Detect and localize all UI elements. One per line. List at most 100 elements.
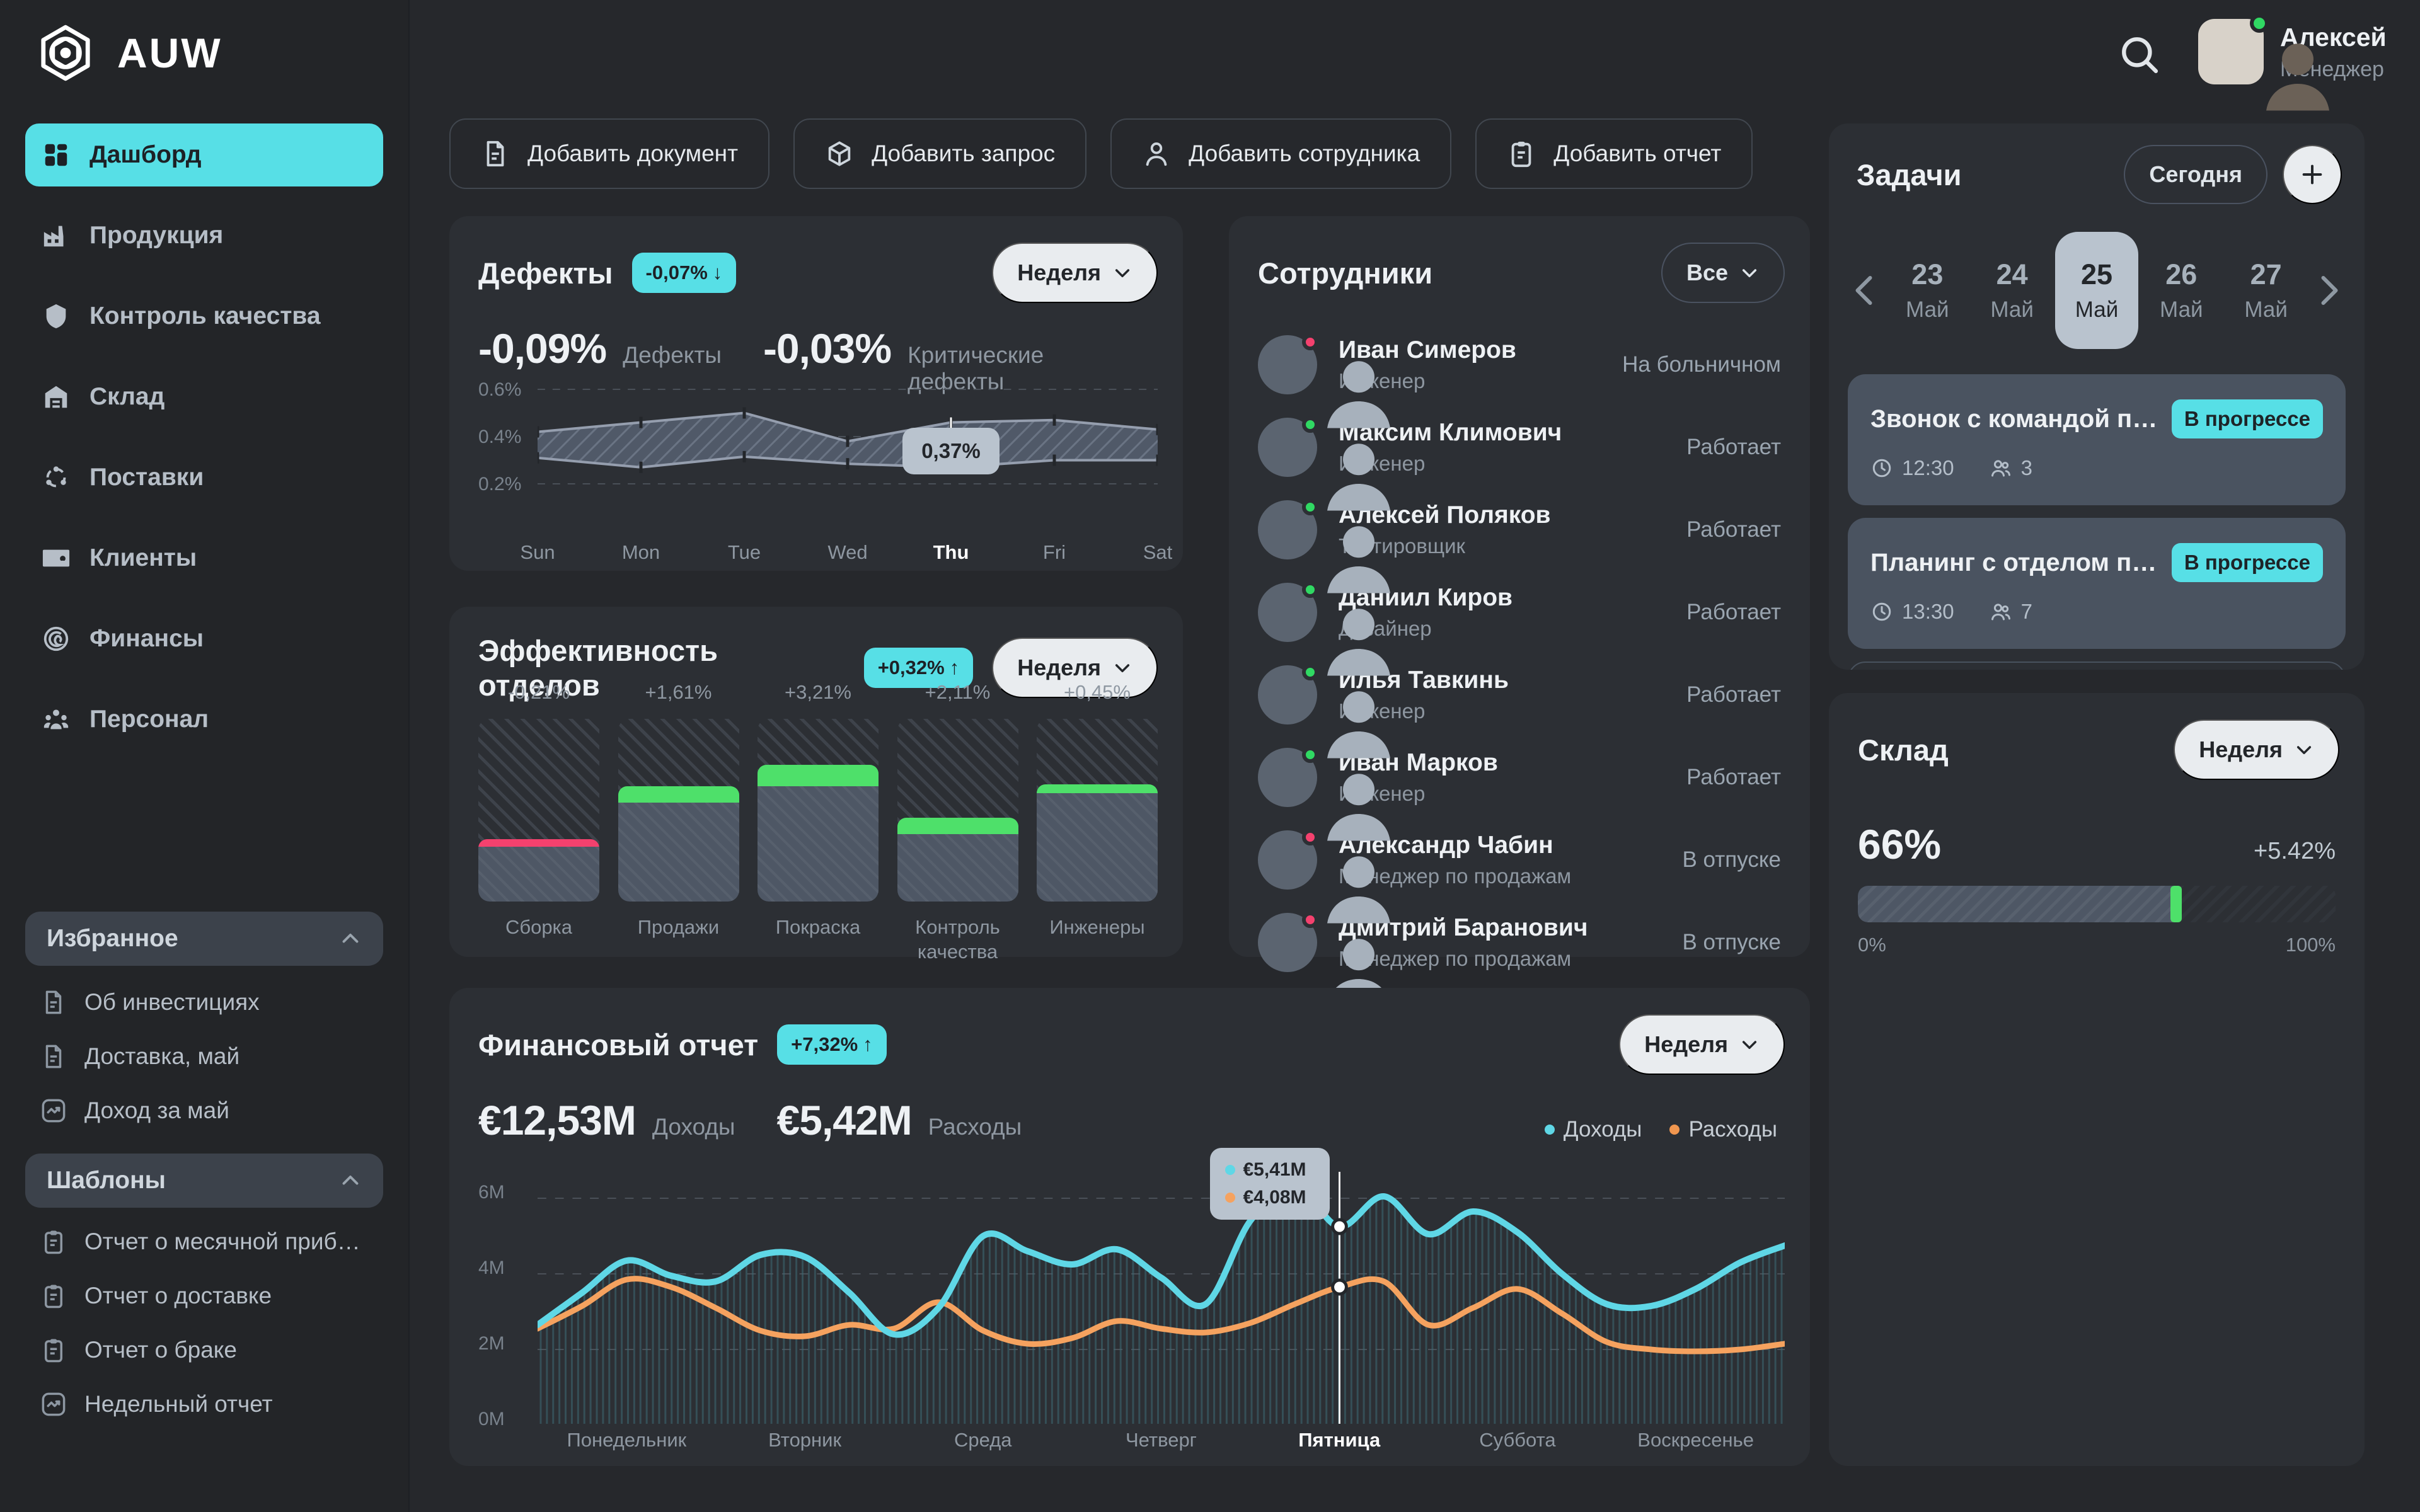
task-card-2[interactable]: Планинг с отделом про… В прогрессе 13:30 7 — [1848, 518, 2346, 649]
prev-dates-icon[interactable] — [1847, 272, 1884, 309]
search-icon[interactable] — [2115, 30, 2163, 78]
sidebar-doc-item[interactable]: Доставка, май — [0, 1029, 408, 1084]
bar-category-label: Продажи — [637, 916, 720, 938]
legend-item: Расходы — [1669, 1117, 1777, 1142]
employee-row[interactable]: Даниил Киров Дизайнер Работает — [1258, 571, 1781, 653]
grid-icon — [42, 140, 71, 169]
sidebar-doc-item[interactable]: Об инвестициях — [0, 975, 408, 1029]
status-dot — [1302, 416, 1318, 433]
action-button-3[interactable]: Добавить сотрудника — [1110, 118, 1452, 189]
employee-status: Работает — [1686, 517, 1781, 542]
sidebar-item-5[interactable]: Поставки — [25, 446, 383, 509]
bar-cap — [1037, 784, 1158, 794]
finance-card: Финансовый отчет +7,32% ↑ Неделя €12,53M … — [449, 988, 1810, 1466]
next-dates-icon[interactable] — [2309, 272, 2347, 309]
x-tick-label: Пятница — [1298, 1429, 1381, 1451]
defects-chart: 0.6% 0.4% 0.2% 0,37% — [478, 374, 1158, 531]
finance-period-select[interactable]: Неделя — [1619, 1014, 1785, 1075]
finance-chart: 6M 4M 2M 0M €5,41M €4,08M — [478, 1147, 1785, 1429]
employee-row[interactable]: Иван Марков Инженер Работает — [1258, 736, 1781, 818]
date-cell-23[interactable]: 23 Май — [1886, 243, 1969, 338]
sidebar-section-favorites[interactable]: Избранное — [25, 912, 383, 966]
employee-row[interactable]: Александр Чабин Менеджер по продажам В отп… — [1258, 818, 1781, 901]
bar-category-label: Сборка — [505, 916, 573, 938]
today-button[interactable]: Сегодня — [2124, 145, 2267, 204]
x-tick-label: Sun — [520, 541, 555, 563]
range-min: 0% — [1858, 934, 1886, 956]
tooltip-value: €5,41M — [1243, 1159, 1306, 1180]
defects-period-select[interactable]: Неделя — [992, 243, 1158, 303]
income-stat-value: €12,53M — [478, 1097, 637, 1143]
bar-track — [1037, 719, 1158, 902]
action-button-2[interactable]: Добавить запрос — [793, 118, 1087, 189]
people-icon — [42, 705, 71, 734]
bar-cap — [618, 786, 739, 803]
sidebar-item-label: Финансы — [89, 625, 204, 652]
employee-row[interactable]: Алексей Поляков Тестировщик Работает — [1258, 488, 1781, 571]
sidebar-item-7[interactable]: Финансы — [25, 607, 383, 670]
employee-status: Работает — [1686, 764, 1781, 789]
date-cell-27[interactable]: 27 Май — [2225, 243, 2308, 338]
doc-item-label: Об инвестициях — [84, 989, 260, 1015]
action-button-1[interactable]: Добавить документ — [449, 118, 770, 189]
date-cell-24[interactable]: 24 Май — [1971, 243, 2054, 338]
status-label: В прогрессе — [2184, 407, 2310, 430]
expenses-stat-value: €5,42M — [776, 1097, 913, 1143]
sidebar-item-2[interactable]: Продукция — [25, 204, 383, 267]
warehouse-period-select[interactable]: Неделя — [2174, 719, 2339, 780]
sidebar-item-label: Клиенты — [89, 544, 197, 571]
bar-track — [618, 719, 739, 902]
date-number: 27 — [2250, 258, 2282, 290]
trend-icon — [40, 1391, 67, 1418]
efficiency-bars: -0,21% Сборка +1,61% Продажи +3,21% Покраска +… — [478, 681, 1158, 966]
sidebar-item-6[interactable]: Клиенты — [25, 527, 383, 590]
sidebar-item-3[interactable]: Контроль качества — [25, 285, 383, 348]
bar-cap — [478, 839, 599, 847]
chevron-up-icon — [339, 1169, 362, 1192]
sidebar-section-templates[interactable]: Шаблоны — [25, 1154, 383, 1208]
tasks-title: Задачи — [1857, 158, 1962, 192]
finance-legend: Доходы Расходы — [1544, 1117, 1781, 1142]
legend-label: Расходы — [1688, 1117, 1777, 1142]
sidebar-item-1[interactable]: Дашборд — [25, 123, 383, 186]
avatar — [1258, 581, 1317, 642]
add-task-button[interactable] — [2283, 145, 2342, 204]
users-icon — [1990, 600, 2012, 623]
bar-track — [478, 719, 599, 902]
tooltip-row: €4,08M — [1225, 1187, 1315, 1208]
plus-icon — [2300, 162, 2325, 187]
doc-item-label: Доставка, май — [84, 1043, 240, 1069]
bar-value-label: +0,45% — [1063, 681, 1131, 703]
employee-row[interactable]: Дмитрий Баранович Менеджер по продажам В о… — [1258, 901, 1781, 983]
date-cell-25[interactable]: 25 Май — [2054, 232, 2138, 349]
task-card-1[interactable]: Звонок с командой пос… В прогрессе 12:30 3 — [1848, 374, 2346, 505]
efficiency-bar: +1,61% Продажи — [618, 681, 739, 966]
employee-row[interactable]: Максим Климович Инженер Работает — [1258, 406, 1781, 488]
sidebar-doc-item[interactable]: Отчет о месячной прибы… — [0, 1215, 408, 1269]
doc-item-label: Отчет о месячной прибы… — [84, 1228, 374, 1254]
warehouse-title: Склад — [1858, 733, 1949, 767]
efficiency-bar: +0,45% Инженеры — [1037, 681, 1158, 966]
sidebar-doc-item[interactable]: Отчет о браке — [0, 1323, 408, 1377]
task-card-3[interactable]: Оценка рисковГотово17:301 — [1848, 662, 2346, 670]
coin-icon — [42, 624, 71, 653]
bar-fill — [618, 786, 739, 902]
sidebar-item-8[interactable]: Персонал — [25, 688, 383, 751]
sidebar-doc-item[interactable]: Недельный отчет — [0, 1377, 408, 1431]
employee-status: В отпуске — [1682, 929, 1781, 954]
employees-filter-select[interactable]: Все — [1661, 243, 1785, 303]
efficiency-period-select[interactable]: Неделя — [992, 638, 1158, 698]
critical-defects-stat-label: Критические дефекты — [908, 342, 1044, 394]
file-icon — [481, 139, 510, 168]
employee-row[interactable]: Илья Тавкинь Инженер Работает — [1258, 653, 1781, 736]
sidebar-doc-item[interactable]: Отчет о доставке — [0, 1269, 408, 1323]
action-button-4[interactable]: Добавить отчет — [1475, 118, 1753, 189]
sidebar-item-4[interactable]: Склад — [25, 365, 383, 428]
clock-icon — [1870, 600, 1893, 623]
user-menu[interactable]: Алексей Менеджер — [2198, 14, 2387, 84]
employee-row[interactable]: Иван Симеров Инженер На больничном — [1258, 323, 1781, 406]
avatar — [1258, 498, 1317, 559]
sidebar-doc-item[interactable]: Доход за май — [0, 1084, 408, 1138]
date-cell-26[interactable]: 26 Май — [2140, 243, 2223, 338]
finance-badge: +7,32% ↑ — [777, 1024, 887, 1065]
